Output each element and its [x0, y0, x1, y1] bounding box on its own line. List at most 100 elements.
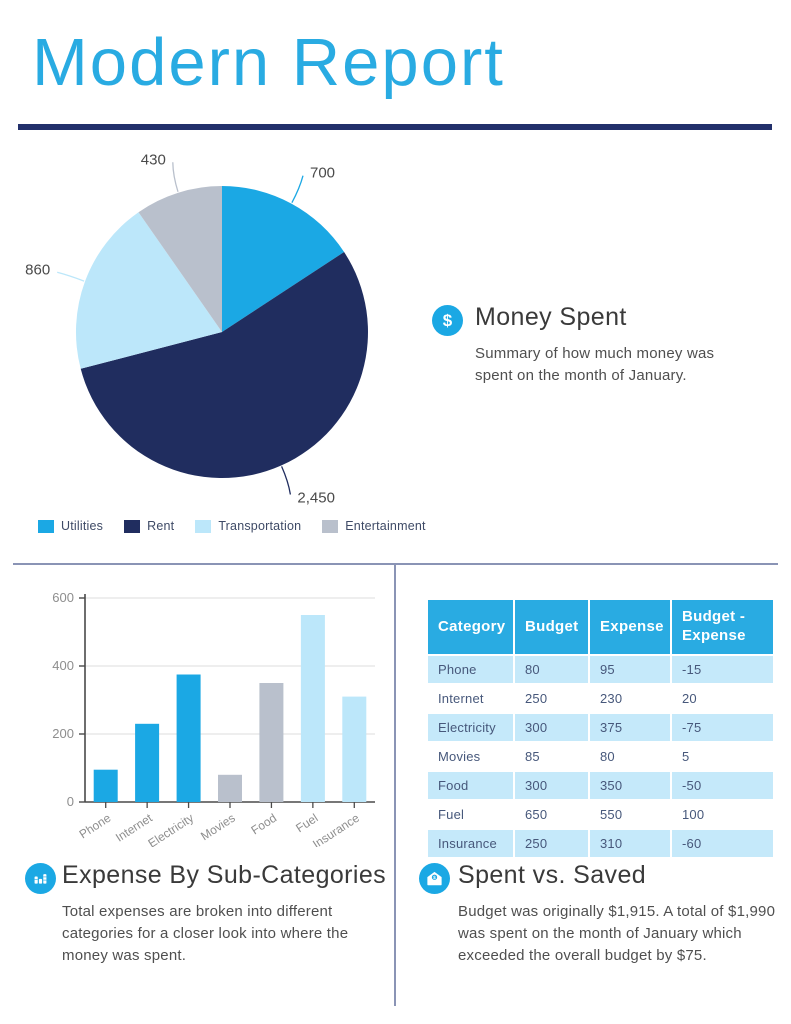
- money-spent-heading: Money Spent: [475, 303, 627, 331]
- pie-slice-entertainment: [138, 186, 222, 332]
- x-category-label: Phone: [77, 811, 114, 842]
- table-row-food: Food 300 350 -50: [428, 770, 773, 800]
- pie-leader-line: [291, 175, 304, 204]
- table-cell: 310: [588, 828, 671, 857]
- table-cell: Movies: [428, 741, 514, 771]
- bar-fuel: [300, 615, 325, 802]
- purse-glyph: $: [427, 871, 442, 886]
- legend-item-utilities: Utilities: [38, 519, 103, 533]
- dollar-glyph: $: [442, 310, 453, 330]
- spent-vs-saved-heading: Spent vs. Saved: [458, 861, 647, 889]
- table-cell: Internet: [428, 683, 514, 713]
- expense-subcategories-heading: Expense By Sub-Categories: [62, 861, 387, 889]
- title-rule: [18, 124, 772, 130]
- legend-swatch: [195, 519, 212, 533]
- table-header-cell: Budget: [513, 600, 589, 655]
- table-cell: 250: [513, 683, 589, 713]
- table-cell: Phone: [428, 654, 514, 684]
- y-tick-label: 200: [52, 726, 74, 741]
- table-cell: Insurance: [428, 828, 514, 857]
- table-cell: Electricity: [428, 712, 514, 742]
- y-tick-label: 600: [52, 590, 74, 605]
- x-category-label: Food: [248, 811, 279, 838]
- x-category-label: Movies: [198, 811, 238, 843]
- pie-legend: Utilities Rent Transportation Entertainment: [38, 519, 438, 533]
- x-category-label: Fuel: [293, 811, 320, 835]
- bar-insurance: [342, 696, 367, 802]
- bar-chart-glyph: [34, 874, 47, 884]
- legend-label: Transportation: [218, 519, 302, 533]
- page-title: Modern Report: [32, 25, 505, 100]
- bar-movies: [218, 774, 242, 802]
- legend-label: Rent: [147, 519, 175, 533]
- spent-vs-saved-body: Budget was originally $1,915. A total of…: [458, 903, 776, 964]
- pie-value-label: 430: [141, 151, 166, 168]
- table-cell: 550: [588, 799, 671, 829]
- pie-chart: 700 2,450 860 430: [10, 150, 410, 517]
- table-header-cell: Budget - Expense: [670, 600, 773, 655]
- section-spent-vs-saved: $ Spent vs. Saved Budget was originally …: [419, 861, 779, 966]
- table-cell: 375: [588, 712, 671, 742]
- legend-label: Utilities: [61, 519, 104, 533]
- table-cell: -50: [670, 770, 773, 800]
- pie-slice-transportation: [75, 212, 222, 369]
- table-cell: 85: [513, 741, 589, 771]
- table-cell: 650: [513, 799, 589, 829]
- table-header-cell: Category: [428, 600, 514, 655]
- table-cell: 350: [588, 770, 671, 800]
- budget-expense-table: Category Budget Expense Budget - Expense Pho…: [428, 600, 773, 857]
- bar-chart-icon: [25, 863, 56, 894]
- pie-chart-svg: 700 2,450 860 430: [25, 151, 368, 507]
- x-category-label: Insurance: [310, 811, 362, 847]
- table-header-cell: Expense: [588, 600, 671, 655]
- table-cell: 100: [670, 799, 773, 829]
- legend-swatch: [322, 519, 339, 533]
- y-tick-label: 0: [67, 794, 74, 809]
- table-cell: 300: [513, 712, 589, 742]
- legend-swatch: [124, 519, 141, 533]
- table-row-electricity: Electricity 300 375 -75: [428, 712, 773, 742]
- table-cell: 230: [588, 683, 671, 713]
- legend-item-rent: Rent: [124, 519, 174, 533]
- pie-leader-line: [281, 466, 292, 495]
- table-cell: -75: [670, 712, 773, 742]
- table-cell: 250: [513, 828, 589, 857]
- legend-item-transportation: Transportation: [195, 519, 301, 533]
- table-row-fuel: Fuel 650 550 100: [428, 799, 773, 829]
- legend-swatch: [38, 519, 54, 533]
- pie-slice-rent: [80, 252, 368, 479]
- table-cell: 80: [513, 654, 589, 684]
- x-category-label: Electricity: [146, 811, 197, 847]
- bar-electricity: [176, 674, 201, 802]
- pie-value-label: 2,450: [297, 490, 335, 507]
- table-cell: -15: [670, 654, 773, 684]
- section-expense-subcategories: Expense By Sub-Categories Total expenses…: [25, 861, 387, 966]
- bar-internet: [135, 723, 160, 802]
- table-cell: 300: [513, 770, 589, 800]
- table-cell: 95: [588, 654, 671, 684]
- svg-text:$: $: [433, 875, 436, 881]
- table-row-internet: Internet 250 230 20: [428, 683, 773, 713]
- purse-icon: $: [419, 863, 450, 894]
- table-cell: 20: [670, 683, 773, 713]
- table-row-movies: Movies 85 80 5: [428, 741, 773, 771]
- table-row-phone: Phone 80 95 -15: [428, 654, 773, 684]
- expense-subcategories-body: Total expenses are broken into different…: [62, 903, 349, 964]
- table-row-insurance: Insurance 250 310 -60: [428, 828, 773, 857]
- table-cell: Food: [428, 770, 514, 800]
- legend-item-entertainment: Entertainment: [322, 519, 425, 533]
- bar-chart: 0 200 400 600 Phone Internet Electricity Movies…: [25, 585, 395, 852]
- money-spent-body: Summary of how much money was spent on t…: [475, 345, 715, 384]
- pie-slice-utilities: [222, 186, 345, 332]
- y-tick-label: 400: [52, 658, 74, 673]
- vertical-divider: [394, 563, 396, 1006]
- pie-value-label: 860: [25, 261, 50, 278]
- dollar-icon: $: [432, 305, 463, 336]
- legend-label: Entertainment: [345, 519, 426, 533]
- pie-leader-line: [57, 271, 85, 282]
- table-header-row: Category Budget Expense Budget - Expense: [428, 600, 773, 655]
- table-cell: 5: [670, 741, 773, 771]
- bar-phone: [93, 769, 118, 802]
